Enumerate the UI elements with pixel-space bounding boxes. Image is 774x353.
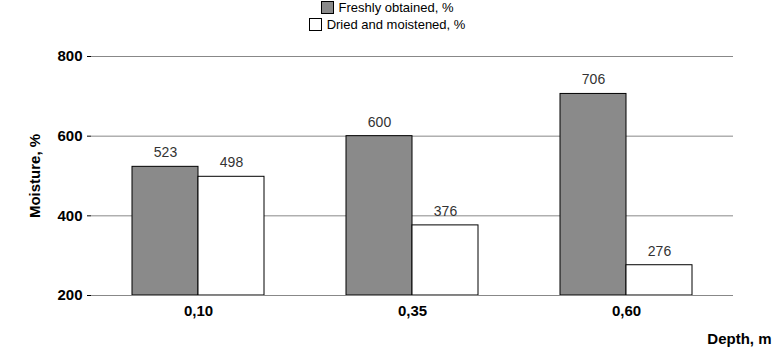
html-text:Dried and moistened, %: Dried and moistened, %	[326, 17, 466, 32]
svg-text:600: 600	[57, 127, 82, 144]
svg-text:0,60: 0,60	[612, 302, 641, 319]
svg-text:276: 276	[648, 243, 672, 259]
svg-text:Depth, m: Depth, m	[707, 330, 771, 347]
svg-text:0,10: 0,10	[184, 302, 213, 319]
svg-text:Moisture, %: Moisture, %	[26, 134, 43, 218]
svg-text:498: 498	[220, 154, 244, 170]
svg-text:600: 600	[368, 114, 392, 130]
svg-text:800: 800	[57, 47, 82, 64]
svg-text:400: 400	[57, 207, 82, 224]
svg-text:0,35: 0,35	[398, 302, 427, 319]
svg-text:376: 376	[434, 203, 458, 219]
html-text:Freshly obtained, %: Freshly obtained, %	[338, 0, 454, 15]
svg-text:706: 706	[582, 71, 606, 87]
svg-text:200: 200	[57, 286, 82, 303]
svg-text:523: 523	[154, 144, 178, 160]
